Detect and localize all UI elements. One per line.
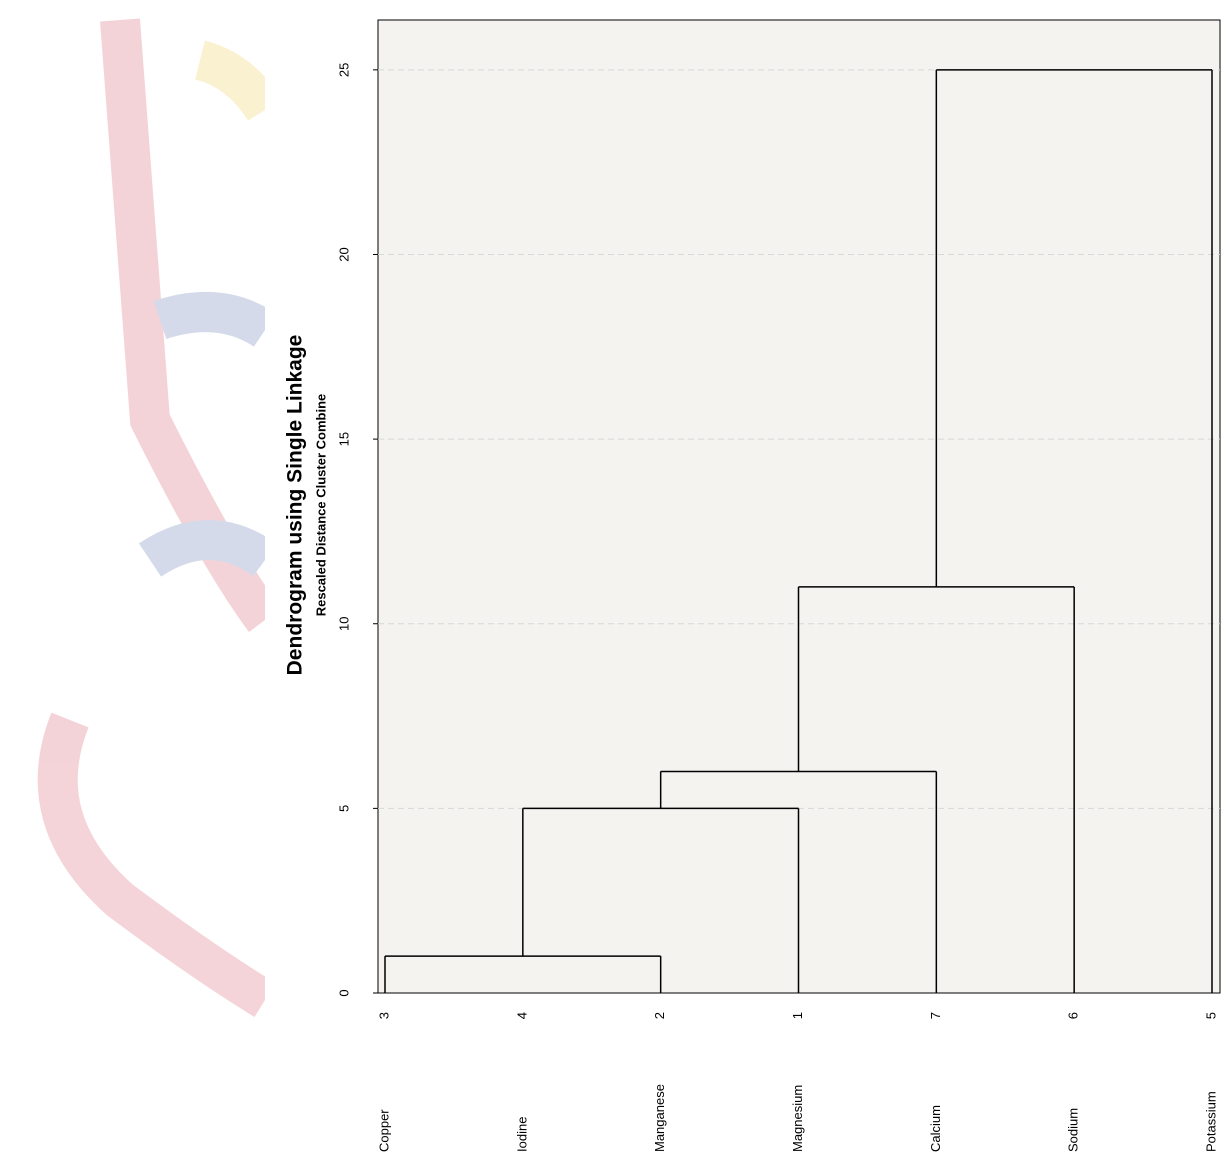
x-tick-label: Manganese — [652, 1084, 667, 1152]
x-tick-label: Potassium — [1203, 1091, 1218, 1152]
case-label: 7 — [928, 1012, 943, 1019]
x-tick-label: Copper — [376, 1109, 391, 1152]
x-tick-label: Magnesium — [790, 1085, 805, 1152]
case-label: 2 — [652, 1012, 667, 1019]
x-tick-label: Sodium — [1066, 1108, 1081, 1152]
case-label: 1 — [790, 1012, 805, 1019]
chart-title: Dendrogram using Single Linkage — [284, 335, 307, 676]
y-tick-label: 25 — [336, 63, 351, 77]
y-tick-label: 0 — [336, 989, 351, 996]
case-label: 5 — [1203, 1012, 1218, 1019]
chart-subtitle: Rescaled Distance Cluster Combine — [313, 394, 328, 617]
watermark — [58, 20, 265, 1000]
y-tick-label: 10 — [336, 617, 351, 631]
y-tick-label: 20 — [336, 247, 351, 261]
case-label: 6 — [1066, 1012, 1081, 1019]
x-tick-label: Iodine — [514, 1117, 529, 1152]
chart: Dendrogram using Single Linkage Rescaled… — [0, 0, 1228, 1168]
page: {"chart_data": {"type": "dendrogram", "t… — [0, 0, 1228, 1168]
x-tick-label: Calcium — [928, 1105, 943, 1152]
y-tick-label: 15 — [336, 432, 351, 446]
case-label: 4 — [514, 1012, 529, 1019]
y-tick-label: 5 — [336, 805, 351, 812]
case-label: 3 — [376, 1012, 391, 1019]
